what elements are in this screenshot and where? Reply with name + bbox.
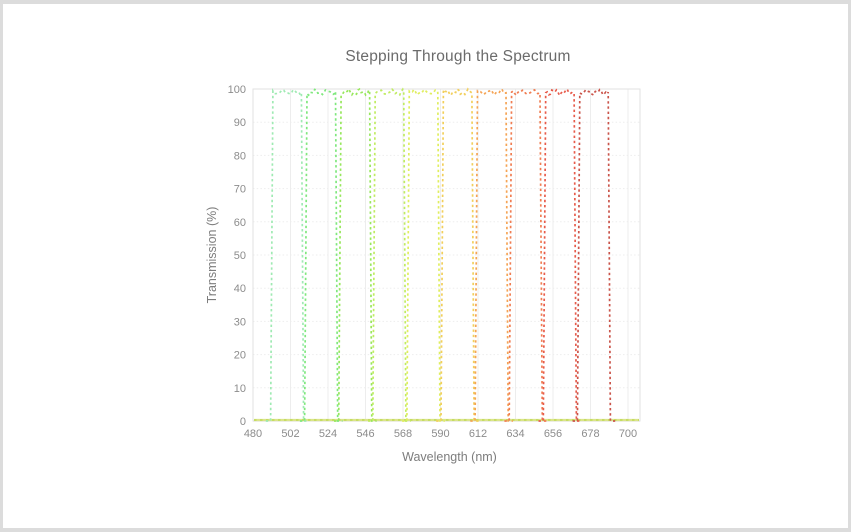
filter-band-curve-band-4 <box>368 87 411 422</box>
chart-panel: Stepping Through the Spectrum Transmissi… <box>3 4 848 528</box>
spectrum-plot: 480 502 524 546 568 590 612 634 656 678 700 0 10 20 30… <box>228 84 641 440</box>
y-tick-label: 0 <box>240 416 246 428</box>
x-tick-label: 700 <box>619 428 637 440</box>
x-tick-label: 678 <box>581 428 599 440</box>
y-tick-label: 40 <box>234 283 246 295</box>
filter-band-curve-band-2 <box>299 88 343 422</box>
y-tick-label: 20 <box>234 350 246 362</box>
x-tick-label: 612 <box>469 428 487 440</box>
y-tick-label: 10 <box>234 383 246 395</box>
filter-band-curve-band-9 <box>538 87 582 422</box>
y-tick-label: 50 <box>234 250 246 262</box>
x-axis-title: Wavelength (nm) <box>402 450 497 464</box>
filter-band-curve-band-10 <box>572 88 616 422</box>
x-tick-label: 590 <box>431 428 449 440</box>
filter-band-curve-band-1 <box>265 88 309 422</box>
y-tick-label: 70 <box>234 184 246 196</box>
filter-band-curve-band-7 <box>470 88 513 422</box>
x-tick-label: 634 <box>506 428 524 440</box>
y-tick-label: 60 <box>234 217 246 229</box>
filter-band-curve-band-8 <box>504 88 547 422</box>
filter-band-curve-band-3 <box>334 87 377 422</box>
y-tick-label: 90 <box>234 117 246 129</box>
chart-title: Stepping Through the Spectrum <box>345 48 571 65</box>
y-tick-label: 100 <box>228 84 246 96</box>
y-tick-label: 30 <box>234 316 246 328</box>
x-tick-label: 524 <box>319 428 337 440</box>
filter-band-curve-band-6 <box>436 87 479 422</box>
y-tick-label: 80 <box>234 150 246 162</box>
x-tick-label: 546 <box>356 428 374 440</box>
x-tick-label: 656 <box>544 428 562 440</box>
x-tick-label: 480 <box>244 428 262 440</box>
x-tick-label: 502 <box>281 428 299 440</box>
x-tick-label: 568 <box>394 428 412 440</box>
